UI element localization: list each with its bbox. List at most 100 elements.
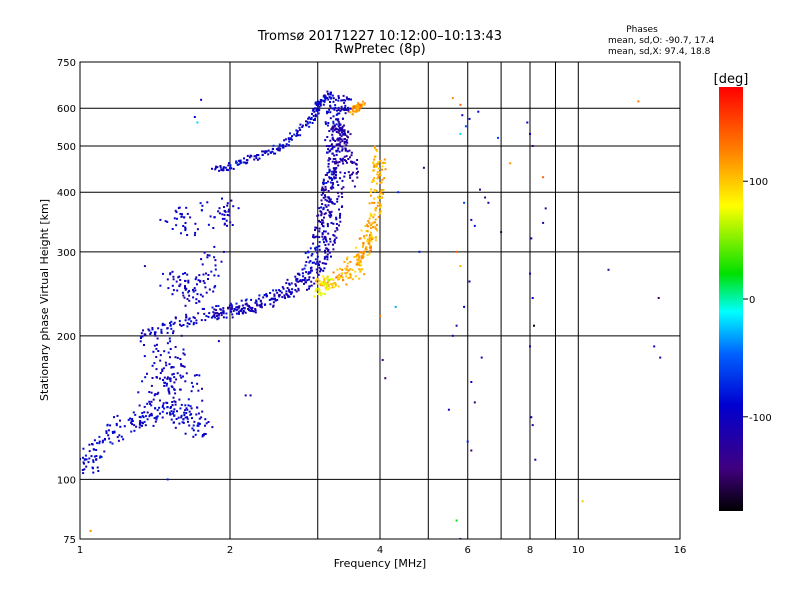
data-point (366, 240, 369, 243)
data-point (179, 358, 182, 360)
data-point (228, 162, 230, 165)
data-point (215, 165, 218, 168)
data-point (193, 234, 196, 237)
data-point (193, 116, 196, 118)
data-point (324, 195, 327, 198)
data-point (257, 297, 260, 300)
data-point (171, 293, 174, 296)
data-point (191, 417, 193, 420)
data-point (162, 404, 164, 407)
x-tick-label: 4 (377, 545, 383, 556)
data-point (150, 391, 153, 394)
data-point (161, 324, 164, 327)
data-point (119, 425, 122, 428)
data-point (370, 223, 373, 226)
x-tick-labels: 1 2 4 6 8 10 16 (77, 545, 687, 556)
data-point (455, 519, 458, 522)
data-point (214, 285, 217, 288)
data-point (380, 188, 383, 191)
data-point (232, 309, 235, 312)
data-point (327, 162, 330, 165)
data-point (227, 164, 230, 167)
data-point (368, 250, 371, 253)
data-point (221, 197, 223, 200)
data-point (242, 161, 245, 164)
data-point (272, 304, 275, 307)
data-point (260, 302, 263, 305)
data-point (339, 177, 341, 180)
data-point (341, 125, 344, 128)
data-point (169, 413, 172, 416)
data-point (151, 328, 154, 331)
data-point (165, 364, 168, 367)
data-point (159, 284, 162, 287)
data-point (270, 151, 272, 154)
data-point (542, 176, 545, 179)
data-point (351, 108, 354, 111)
data-point (299, 279, 302, 282)
data-point (318, 245, 321, 248)
data-point (352, 110, 355, 113)
data-point (344, 99, 347, 102)
data-point (166, 382, 168, 385)
data-point (343, 142, 346, 145)
x-tick-label: 8 (527, 545, 533, 556)
data-point (245, 302, 248, 305)
data-point (356, 103, 359, 106)
data-point (172, 323, 175, 326)
data-point (157, 391, 160, 394)
data-point (90, 455, 93, 458)
data-point (323, 96, 326, 99)
data-point (297, 289, 300, 292)
data-point (346, 256, 349, 259)
data-point (237, 306, 240, 309)
data-point (93, 455, 96, 458)
data-point (323, 292, 326, 295)
data-point (331, 137, 334, 140)
data-point (163, 384, 166, 387)
data-point (189, 405, 192, 408)
data-point (470, 218, 473, 221)
data-point (93, 439, 96, 442)
data-point (161, 410, 164, 413)
data-point (167, 287, 170, 290)
data-point (354, 275, 357, 278)
data-point (346, 258, 348, 261)
data-point (379, 159, 382, 162)
data-point (376, 223, 378, 226)
data-point (314, 262, 317, 265)
data-point (171, 284, 174, 287)
data-point (246, 304, 249, 307)
data-point (144, 376, 147, 379)
data-point (326, 223, 329, 225)
data-point (154, 334, 157, 337)
data-point (374, 163, 377, 166)
data-point (214, 268, 217, 271)
data-point (347, 277, 350, 280)
data-point (118, 434, 121, 437)
data-point (229, 164, 232, 167)
data-point (168, 392, 171, 395)
data-point (288, 137, 291, 140)
data-point (313, 261, 316, 264)
data-point (355, 263, 358, 266)
data-point (322, 275, 324, 278)
data-point (316, 109, 319, 112)
data-point (362, 255, 365, 258)
data-point (115, 424, 118, 427)
data-point (339, 109, 342, 112)
data-point (187, 291, 190, 294)
data-point (143, 265, 146, 268)
data-point (338, 208, 340, 211)
data-point (184, 380, 187, 383)
data-point (377, 161, 380, 164)
data-point (222, 307, 225, 310)
data-point (225, 219, 228, 222)
data-point (288, 283, 291, 286)
data-point (320, 193, 323, 196)
data-point (338, 122, 341, 125)
data-point (198, 422, 201, 425)
data-point (141, 412, 144, 414)
data-point (334, 176, 337, 179)
data-point (235, 309, 238, 312)
